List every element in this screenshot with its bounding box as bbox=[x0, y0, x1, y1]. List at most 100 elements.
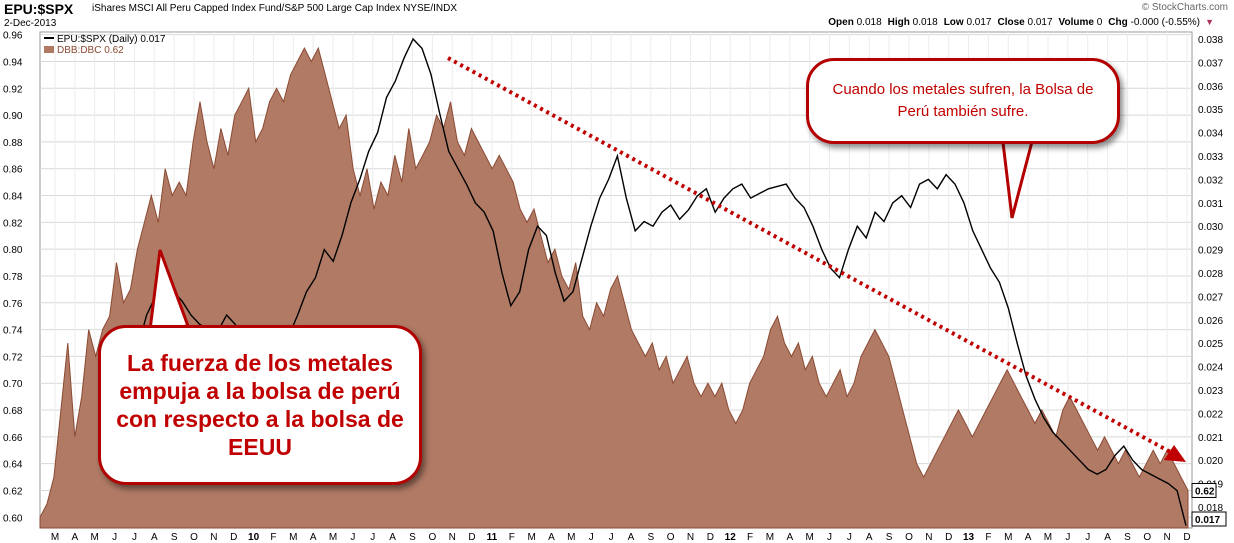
x-tick-label: S bbox=[647, 532, 654, 543]
stat-value: 0.017 bbox=[963, 17, 992, 28]
trend-arrow-head bbox=[1164, 445, 1186, 462]
y-right-tick-label: 0.035 bbox=[1198, 105, 1223, 116]
x-tick-label: J bbox=[370, 532, 375, 543]
x-tick-label: M bbox=[567, 532, 575, 543]
x-tick-label: O bbox=[905, 532, 913, 543]
stat-label: Chg bbox=[1108, 17, 1128, 28]
last-value-right: 0.017 bbox=[1195, 515, 1220, 526]
stat-value: 0.018 bbox=[909, 17, 938, 28]
x-tick-label: F bbox=[985, 532, 991, 543]
last-value-left: 0.62 bbox=[1195, 486, 1215, 497]
stat-value: -0.000 (-0.55%) bbox=[1127, 17, 1201, 28]
x-tick-label: D bbox=[707, 532, 714, 543]
stat-label: Close bbox=[997, 17, 1025, 28]
stat-label: Volume bbox=[1058, 17, 1094, 28]
x-tick-label: F bbox=[270, 532, 276, 543]
x-tick-label: N bbox=[1164, 532, 1171, 543]
x-tick-label: J bbox=[132, 532, 137, 543]
y-left-tick-label: 0.84 bbox=[3, 192, 23, 203]
chart-symbol: EPU:$SPX bbox=[4, 1, 74, 17]
x-tick-label: A bbox=[389, 532, 396, 543]
x-tick-label: J bbox=[112, 532, 117, 543]
x-tick-label: A bbox=[628, 532, 635, 543]
y-left-tick-label: 0.82 bbox=[3, 218, 23, 229]
x-tick-label: A bbox=[151, 532, 158, 543]
x-tick-label: M bbox=[805, 532, 813, 543]
y-right-tick-label: 0.023 bbox=[1198, 386, 1223, 397]
y-left-tick-label: 0.74 bbox=[3, 326, 23, 337]
trend-arrow-line bbox=[447, 56, 1177, 457]
legend-swatch-area bbox=[44, 46, 54, 53]
x-tick-label: N bbox=[210, 532, 217, 543]
x-tick-label: J bbox=[1085, 532, 1090, 543]
y-right-tick-label: 0.022 bbox=[1198, 409, 1223, 420]
last-value-tag-right bbox=[1191, 511, 1227, 527]
chevron-down-icon[interactable]: ▼ bbox=[1205, 17, 1214, 27]
legend-item-epu-spx: EPU:$SPX (Daily) 0.017 bbox=[57, 34, 166, 45]
y-left-tick-label: 0.60 bbox=[3, 513, 23, 524]
y-right-tick-label: 0.034 bbox=[1198, 129, 1223, 140]
y-right-tick-label: 0.028 bbox=[1198, 269, 1223, 280]
last-value-tag-left bbox=[1191, 482, 1217, 498]
x-tick-label: M bbox=[1004, 532, 1012, 543]
x-tick-label: 13 bbox=[963, 532, 975, 543]
x-tick-label: S bbox=[886, 532, 893, 543]
x-tick-label: O bbox=[428, 532, 436, 543]
y-left-tick-label: 0.94 bbox=[3, 57, 23, 68]
x-tick-label: O bbox=[667, 532, 675, 543]
y-left-tick-label: 0.62 bbox=[3, 486, 23, 497]
x-tick-label: 10 bbox=[248, 532, 260, 543]
y-right-tick-label: 0.020 bbox=[1198, 456, 1223, 467]
y-right-tick-label: 0.032 bbox=[1198, 175, 1223, 186]
x-tick-label: F bbox=[509, 532, 515, 543]
y-right-tick-label: 0.033 bbox=[1198, 152, 1223, 163]
y-left-tick-label: 0.90 bbox=[3, 111, 23, 122]
y-right-tick-label: 0.018 bbox=[1198, 503, 1223, 514]
quote-stats: Open 0.018 High 0.018 Low 0.017 Close 0.017… bbox=[822, 17, 1200, 28]
y-left-tick-label: 0.92 bbox=[3, 84, 23, 95]
y-left-tick-label: 0.76 bbox=[3, 299, 23, 310]
x-tick-label: J bbox=[1065, 532, 1070, 543]
callout-right-text: Cuando los metales sufren, la Bolsa de P… bbox=[832, 81, 1094, 120]
y-left-tick-label: 0.86 bbox=[3, 165, 23, 176]
x-tick-label: N bbox=[925, 532, 932, 543]
x-tick-label: F bbox=[747, 532, 753, 543]
stat-value: 0.017 bbox=[1024, 17, 1053, 28]
x-tick-label: A bbox=[548, 532, 555, 543]
y-right-tick-label: 0.030 bbox=[1198, 222, 1223, 233]
callout-right: Cuando los metales sufren, la Bolsa de P… bbox=[806, 58, 1120, 144]
y-left-tick-label: 0.96 bbox=[3, 31, 23, 42]
x-tick-label: A bbox=[786, 532, 793, 543]
brand-watermark: © StockCharts.com bbox=[1141, 2, 1228, 13]
stat-label: High bbox=[887, 17, 910, 28]
x-tick-label: J bbox=[350, 532, 355, 543]
y-left-tick-label: 0.88 bbox=[3, 138, 23, 149]
stat-value: 0 bbox=[1093, 17, 1103, 28]
x-tick-label: J bbox=[609, 532, 614, 543]
chart-header: EPU:$SPX iShares MSCI All Peru Capped In… bbox=[0, 0, 1234, 32]
y-left-tick-label: 0.72 bbox=[3, 352, 23, 363]
stat-label: Low bbox=[943, 17, 964, 28]
y-right-tick-label: 0.029 bbox=[1198, 246, 1223, 257]
y-right-tick-label: 0.027 bbox=[1198, 292, 1223, 303]
y-left-tick-label: 0.70 bbox=[3, 379, 23, 390]
x-tick-label: M bbox=[289, 532, 297, 543]
x-tick-label: M bbox=[766, 532, 774, 543]
x-tick-label: N bbox=[687, 532, 694, 543]
x-tick-label: D bbox=[230, 532, 237, 543]
x-tick-label: A bbox=[1104, 532, 1111, 543]
x-tick-label: D bbox=[945, 532, 952, 543]
y-right-tick-label: 0.026 bbox=[1198, 316, 1223, 327]
y-left-tick-label: 0.78 bbox=[3, 272, 23, 283]
x-tick-label: M bbox=[329, 532, 337, 543]
y-right-tick-label: 0.036 bbox=[1198, 82, 1223, 93]
y-left-tick-label: 0.68 bbox=[3, 406, 23, 417]
y-right-tick-label: 0.038 bbox=[1198, 35, 1223, 46]
x-tick-label: O bbox=[1143, 532, 1151, 543]
x-tick-label: S bbox=[171, 532, 178, 543]
x-tick-label: M bbox=[1044, 532, 1052, 543]
y-right-tick-label: 0.021 bbox=[1198, 433, 1223, 444]
x-tick-label: N bbox=[449, 532, 456, 543]
x-tick-label: O bbox=[190, 532, 198, 543]
x-tick-label: S bbox=[409, 532, 416, 543]
